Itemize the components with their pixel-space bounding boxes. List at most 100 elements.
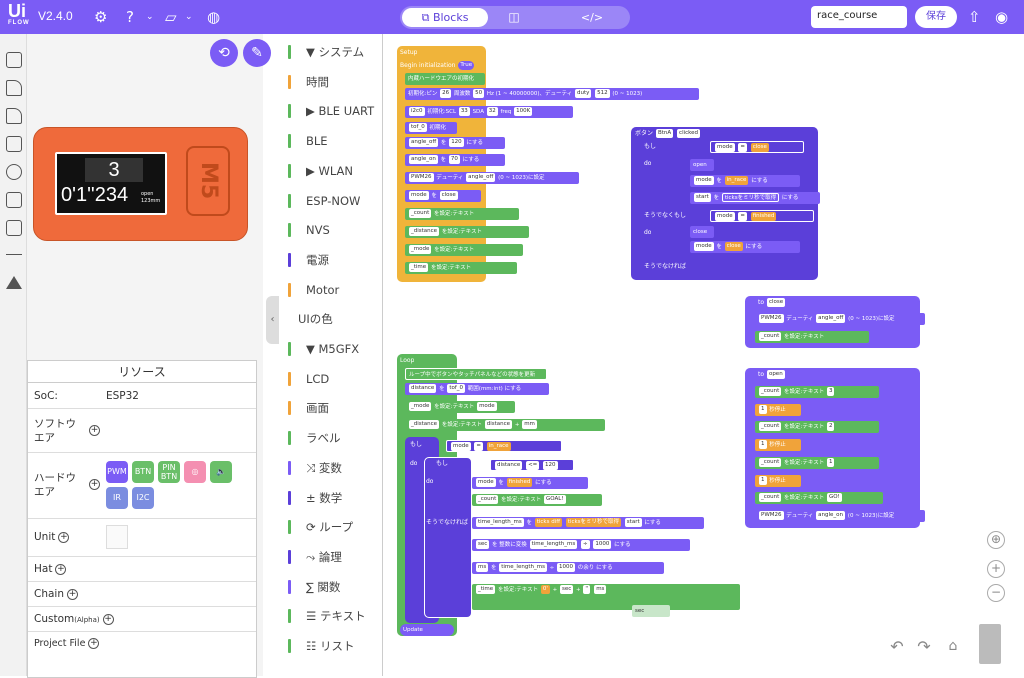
t[interactable]: close — [439, 191, 458, 200]
t[interactable]: = — [738, 212, 747, 221]
line-icon[interactable] — [6, 254, 22, 255]
t[interactable]: PWM26 — [759, 511, 784, 520]
t[interactable]: mode — [694, 242, 714, 251]
set-distance-range[interactable]: distance を tof_0 範囲(mm:int) にする — [405, 383, 549, 395]
category-4[interactable]: ▶ WLAN — [280, 158, 382, 184]
t[interactable]: GO! — [826, 493, 842, 502]
set-distance-text[interactable]: _distance を設定:テキスト — [405, 226, 529, 238]
wait-1[interactable]: 1 秒停止 — [755, 404, 801, 416]
t[interactable]: _count — [476, 495, 499, 504]
t[interactable]: _time — [476, 585, 496, 594]
rotate-device-icon[interactable]: ⟲ — [210, 39, 238, 67]
block-workspace[interactable]: Setup Begin initialization True 内蔵ハードウエア… — [386, 34, 1024, 676]
t[interactable]: finished — [750, 212, 777, 221]
project-name-input[interactable]: race_course — [811, 6, 907, 28]
category-18[interactable]: ∑ 関数 — [280, 574, 382, 600]
t[interactable]: distance — [484, 420, 513, 429]
category-12[interactable]: 画面 — [280, 395, 382, 421]
category-17[interactable]: ⤳ 論理 — [280, 544, 382, 570]
t[interactable]: angle_off — [466, 173, 496, 182]
t[interactable]: BtnA — [655, 129, 674, 138]
help-icon[interactable]: ? — [126, 8, 134, 26]
t[interactable]: open — [766, 370, 785, 379]
t[interactable]: 1000 — [557, 563, 576, 572]
begin-init[interactable]: Begin initialization True — [400, 60, 475, 72]
t[interactable]: 1 — [759, 476, 767, 485]
images-icon[interactable] — [6, 220, 22, 236]
t[interactable]: mode — [715, 143, 735, 152]
blocks-view-button[interactable]: ⧉ Blocks — [402, 8, 488, 27]
t[interactable]: _count — [759, 422, 782, 431]
add-software-icon[interactable]: + — [89, 425, 100, 436]
set-time-text[interactable]: _time を設定:テキスト — [405, 262, 517, 274]
loop-update-block[interactable]: ループ中でボタンやタッチパネルなどの状態を更新 — [405, 368, 547, 380]
call-close[interactable]: close — [690, 226, 714, 238]
add-hat-icon[interactable]: + — [55, 563, 67, 575]
set-angle-on[interactable]: angle_on を 70 にする — [405, 154, 505, 166]
pwm-duty-on[interactable]: PWM26 デューティ angle_on (0 ~ 1023)に設定 — [755, 510, 925, 522]
category-11[interactable]: LCD — [280, 366, 382, 392]
set-count-close[interactable]: _count を設定:テキスト — [755, 331, 869, 343]
t[interactable]: i2c0 — [409, 107, 425, 116]
image-icon[interactable] — [6, 192, 22, 208]
t[interactable]: in_race — [486, 442, 511, 451]
t[interactable]: sec — [476, 540, 490, 549]
hw-init-block[interactable]: 内蔵ハードウエアの初期化 — [405, 73, 485, 85]
t[interactable]: PWM26 — [409, 173, 434, 182]
set-mode-close[interactable]: mode を close にする — [690, 241, 800, 253]
t[interactable]: ÷ — [581, 540, 590, 549]
set-start-ticks[interactable]: start を ticksをミリ秒で取得 にする — [690, 192, 820, 204]
set-count-text[interactable]: _count を設定:テキスト — [405, 208, 519, 220]
circle-icon[interactable] — [6, 164, 22, 180]
category-0[interactable]: ▼ システム — [280, 39, 382, 65]
if-distance-block[interactable] — [424, 457, 472, 618]
category-7[interactable]: 電源 — [280, 247, 382, 273]
wait-2[interactable]: 1 秒停止 — [755, 439, 801, 451]
update-toggle[interactable]: Update — [400, 624, 454, 636]
set-sec[interactable]: sec を 整数に変換 time_length_ms ÷ 1000 にする — [472, 539, 690, 551]
square-icon[interactable] — [6, 136, 22, 152]
split-view-icon[interactable]: ◫ — [508, 10, 520, 24]
t[interactable]: _time — [409, 263, 429, 272]
t[interactable]: PWM26 — [759, 314, 784, 323]
set-time-format[interactable]: _time を設定:テキスト 0' + sec + '' ms — [472, 584, 740, 610]
t[interactable]: mode — [715, 212, 735, 221]
set-mode-finished[interactable]: mode を finished にする — [472, 477, 588, 489]
mode-eq-finished[interactable]: mode = finished — [710, 210, 814, 222]
t[interactable]: _count — [759, 387, 782, 396]
add-hardware-icon[interactable]: + — [89, 479, 100, 490]
category-3[interactable]: BLE — [280, 128, 382, 154]
hw-pwm[interactable]: PWM — [106, 461, 128, 483]
t[interactable]: _count — [409, 209, 432, 218]
tof-init-block[interactable]: tof_0 初期化 — [405, 122, 457, 134]
t[interactable]: _count — [759, 458, 782, 467]
add-unit-icon[interactable]: + — [58, 531, 70, 543]
hw-ir[interactable]: IR — [106, 487, 128, 509]
t[interactable]: _distance — [409, 227, 440, 236]
t[interactable]: 3 — [826, 387, 835, 396]
wait-3[interactable]: 1 秒停止 — [755, 475, 801, 487]
set-mode-block[interactable]: mode を close — [405, 190, 481, 202]
t[interactable]: time_length_ms — [499, 563, 547, 572]
t[interactable]: 26 — [440, 89, 452, 98]
t[interactable]: _mode — [409, 402, 432, 411]
tag-user-icon[interactable] — [6, 108, 22, 124]
t[interactable]: close — [750, 143, 769, 152]
category-10[interactable]: ▼ M5GFX — [280, 336, 382, 362]
t[interactable]: mode — [451, 442, 471, 451]
t[interactable]: distance — [495, 461, 523, 470]
mode-eq-close[interactable]: mode = close — [710, 141, 804, 153]
t[interactable]: mode — [477, 402, 497, 411]
t[interactable]: = — [474, 442, 483, 451]
t[interactable]: duty — [574, 89, 592, 98]
t[interactable]: _distance — [409, 420, 440, 429]
tools-icon[interactable]: ✎ — [243, 39, 271, 67]
folder-icon[interactable]: ▱ — [165, 8, 177, 26]
t[interactable]: angle_off — [816, 314, 846, 323]
center-icon[interactable]: ⊕ — [987, 531, 1005, 549]
category-19[interactable]: ☰ テキスト — [280, 603, 382, 629]
sec-text-block[interactable]: sec — [632, 605, 670, 617]
t[interactable]: 2 — [826, 422, 835, 431]
begin-true-toggle[interactable]: True — [458, 61, 475, 70]
t[interactable]: time_length_ms — [476, 518, 524, 527]
